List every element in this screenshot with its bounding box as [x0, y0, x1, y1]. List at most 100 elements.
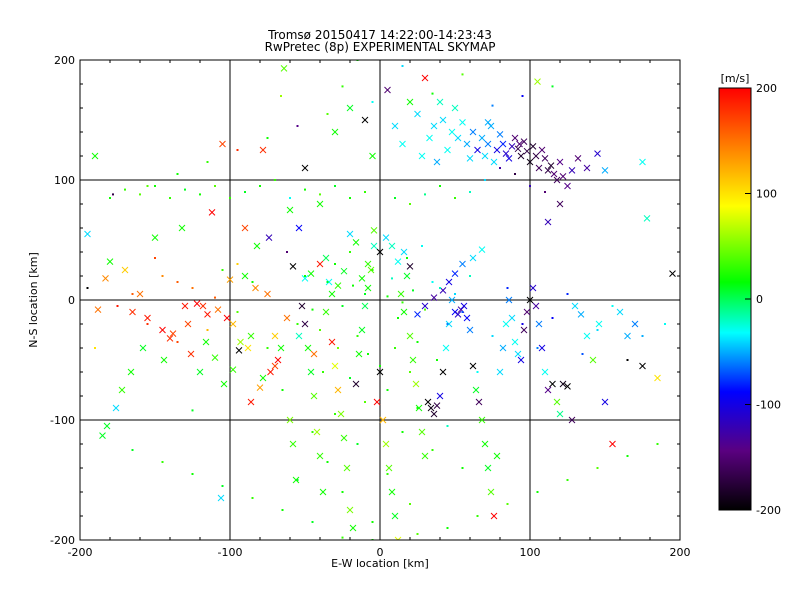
data-point-cross	[484, 140, 492, 148]
data-point-cross	[280, 65, 288, 72]
data-point-cross	[214, 306, 222, 313]
data-point-cross	[643, 215, 651, 222]
data-point-dot	[206, 329, 209, 331]
data-point-dot	[337, 347, 339, 349]
data-point-cross	[553, 398, 561, 406]
data-point-cross	[376, 248, 384, 256]
data-point-cross	[433, 158, 441, 166]
data-point-cross	[516, 140, 523, 148]
data-point-cross	[382, 440, 390, 448]
data-point-cross	[538, 344, 546, 352]
data-point-cross	[520, 138, 528, 145]
x-tick-label: 100	[520, 546, 541, 559]
data-point-cross	[496, 131, 504, 138]
data-point-cross	[466, 155, 474, 162]
data-point-cross	[556, 410, 564, 418]
data-point-cross	[229, 320, 237, 328]
data-point-cross	[226, 276, 234, 283]
data-point-cross	[406, 98, 414, 106]
data-point-dot	[146, 185, 149, 187]
data-point-dot	[446, 527, 449, 529]
data-point-dot	[176, 341, 179, 343]
data-point-cross	[370, 227, 378, 234]
data-point-cross	[508, 143, 516, 150]
data-point-cross	[376, 368, 384, 376]
data-point-cross	[459, 119, 466, 126]
data-point-dot	[251, 281, 254, 283]
data-point-cross	[535, 164, 543, 172]
data-point-dot	[326, 461, 329, 463]
colorbar-tick-label: 200	[756, 82, 777, 95]
data-point-cross	[517, 356, 525, 364]
data-point-cross	[669, 270, 676, 277]
data-point-cross	[388, 242, 396, 250]
data-point-cross	[478, 416, 486, 424]
colorbar-ticks: 200 100 0 -100 -200	[745, 82, 781, 517]
data-point-cross	[541, 155, 549, 162]
data-point-cross	[594, 150, 601, 157]
data-point-dot	[431, 92, 434, 95]
x-tick-label: -100	[218, 546, 243, 559]
data-point-cross	[256, 384, 264, 391]
data-point-dot	[349, 251, 351, 253]
data-point-cross	[406, 263, 414, 270]
data-point-dot	[341, 536, 344, 539]
data-point-cross	[490, 512, 498, 520]
data-point-dot	[529, 185, 531, 187]
data-point-cross	[292, 476, 300, 484]
data-point-cross	[322, 254, 330, 262]
data-point-cross	[99, 432, 106, 439]
x-tick-label: 0	[377, 546, 384, 559]
data-point-dot	[274, 179, 276, 181]
colorbar-tick-label: 100	[756, 188, 777, 201]
data-point-dot	[514, 173, 516, 175]
data-point-cross	[595, 320, 603, 328]
data-point-cross	[304, 344, 312, 352]
data-point-cross	[219, 140, 226, 148]
data-point-dot	[326, 113, 329, 115]
data-point-dot	[551, 85, 554, 88]
data-point-cross	[481, 440, 489, 448]
data-point-cross	[451, 104, 459, 112]
data-point-dot	[244, 191, 246, 193]
data-point-cross	[589, 356, 597, 364]
data-point-cross	[583, 332, 591, 340]
data-point-dot	[461, 73, 464, 76]
data-point-dot	[397, 317, 399, 319]
data-point-cross	[412, 380, 420, 388]
data-point-dot	[454, 293, 456, 295]
data-point-cross	[301, 320, 309, 328]
data-point-dot	[446, 323, 449, 325]
data-point-cross	[406, 332, 414, 340]
data-point-cross	[129, 308, 136, 316]
data-point-dot	[491, 104, 494, 107]
data-point-cross	[196, 368, 204, 376]
data-point-dot	[280, 95, 282, 97]
data-point-dot	[469, 275, 471, 277]
data-point-cross	[391, 512, 399, 520]
data-point-cross	[430, 410, 438, 418]
data-point-dot	[281, 389, 284, 391]
data-point-dot	[236, 149, 239, 151]
data-point-cross	[103, 422, 111, 430]
data-point-cross	[361, 302, 369, 310]
data-point-cross	[102, 275, 109, 282]
data-point-cross	[564, 182, 571, 190]
data-point-cross	[325, 278, 333, 286]
data-point-dot	[364, 293, 366, 295]
data-point-dot	[304, 275, 306, 277]
data-point-cross	[184, 320, 192, 328]
data-point-cross	[414, 110, 421, 118]
data-point-dot	[176, 281, 179, 283]
data-point-cross	[639, 158, 646, 166]
data-point-cross	[204, 311, 211, 318]
data-point-dot	[626, 359, 629, 361]
data-point-dot	[461, 467, 464, 469]
data-point-dot	[439, 185, 441, 187]
data-point-dot	[86, 287, 89, 289]
data-point-cross	[481, 152, 489, 160]
data-point-cross	[493, 146, 501, 154]
data-point-dot	[521, 95, 524, 97]
data-point-dot	[199, 193, 201, 196]
data-point-cross	[505, 155, 513, 162]
